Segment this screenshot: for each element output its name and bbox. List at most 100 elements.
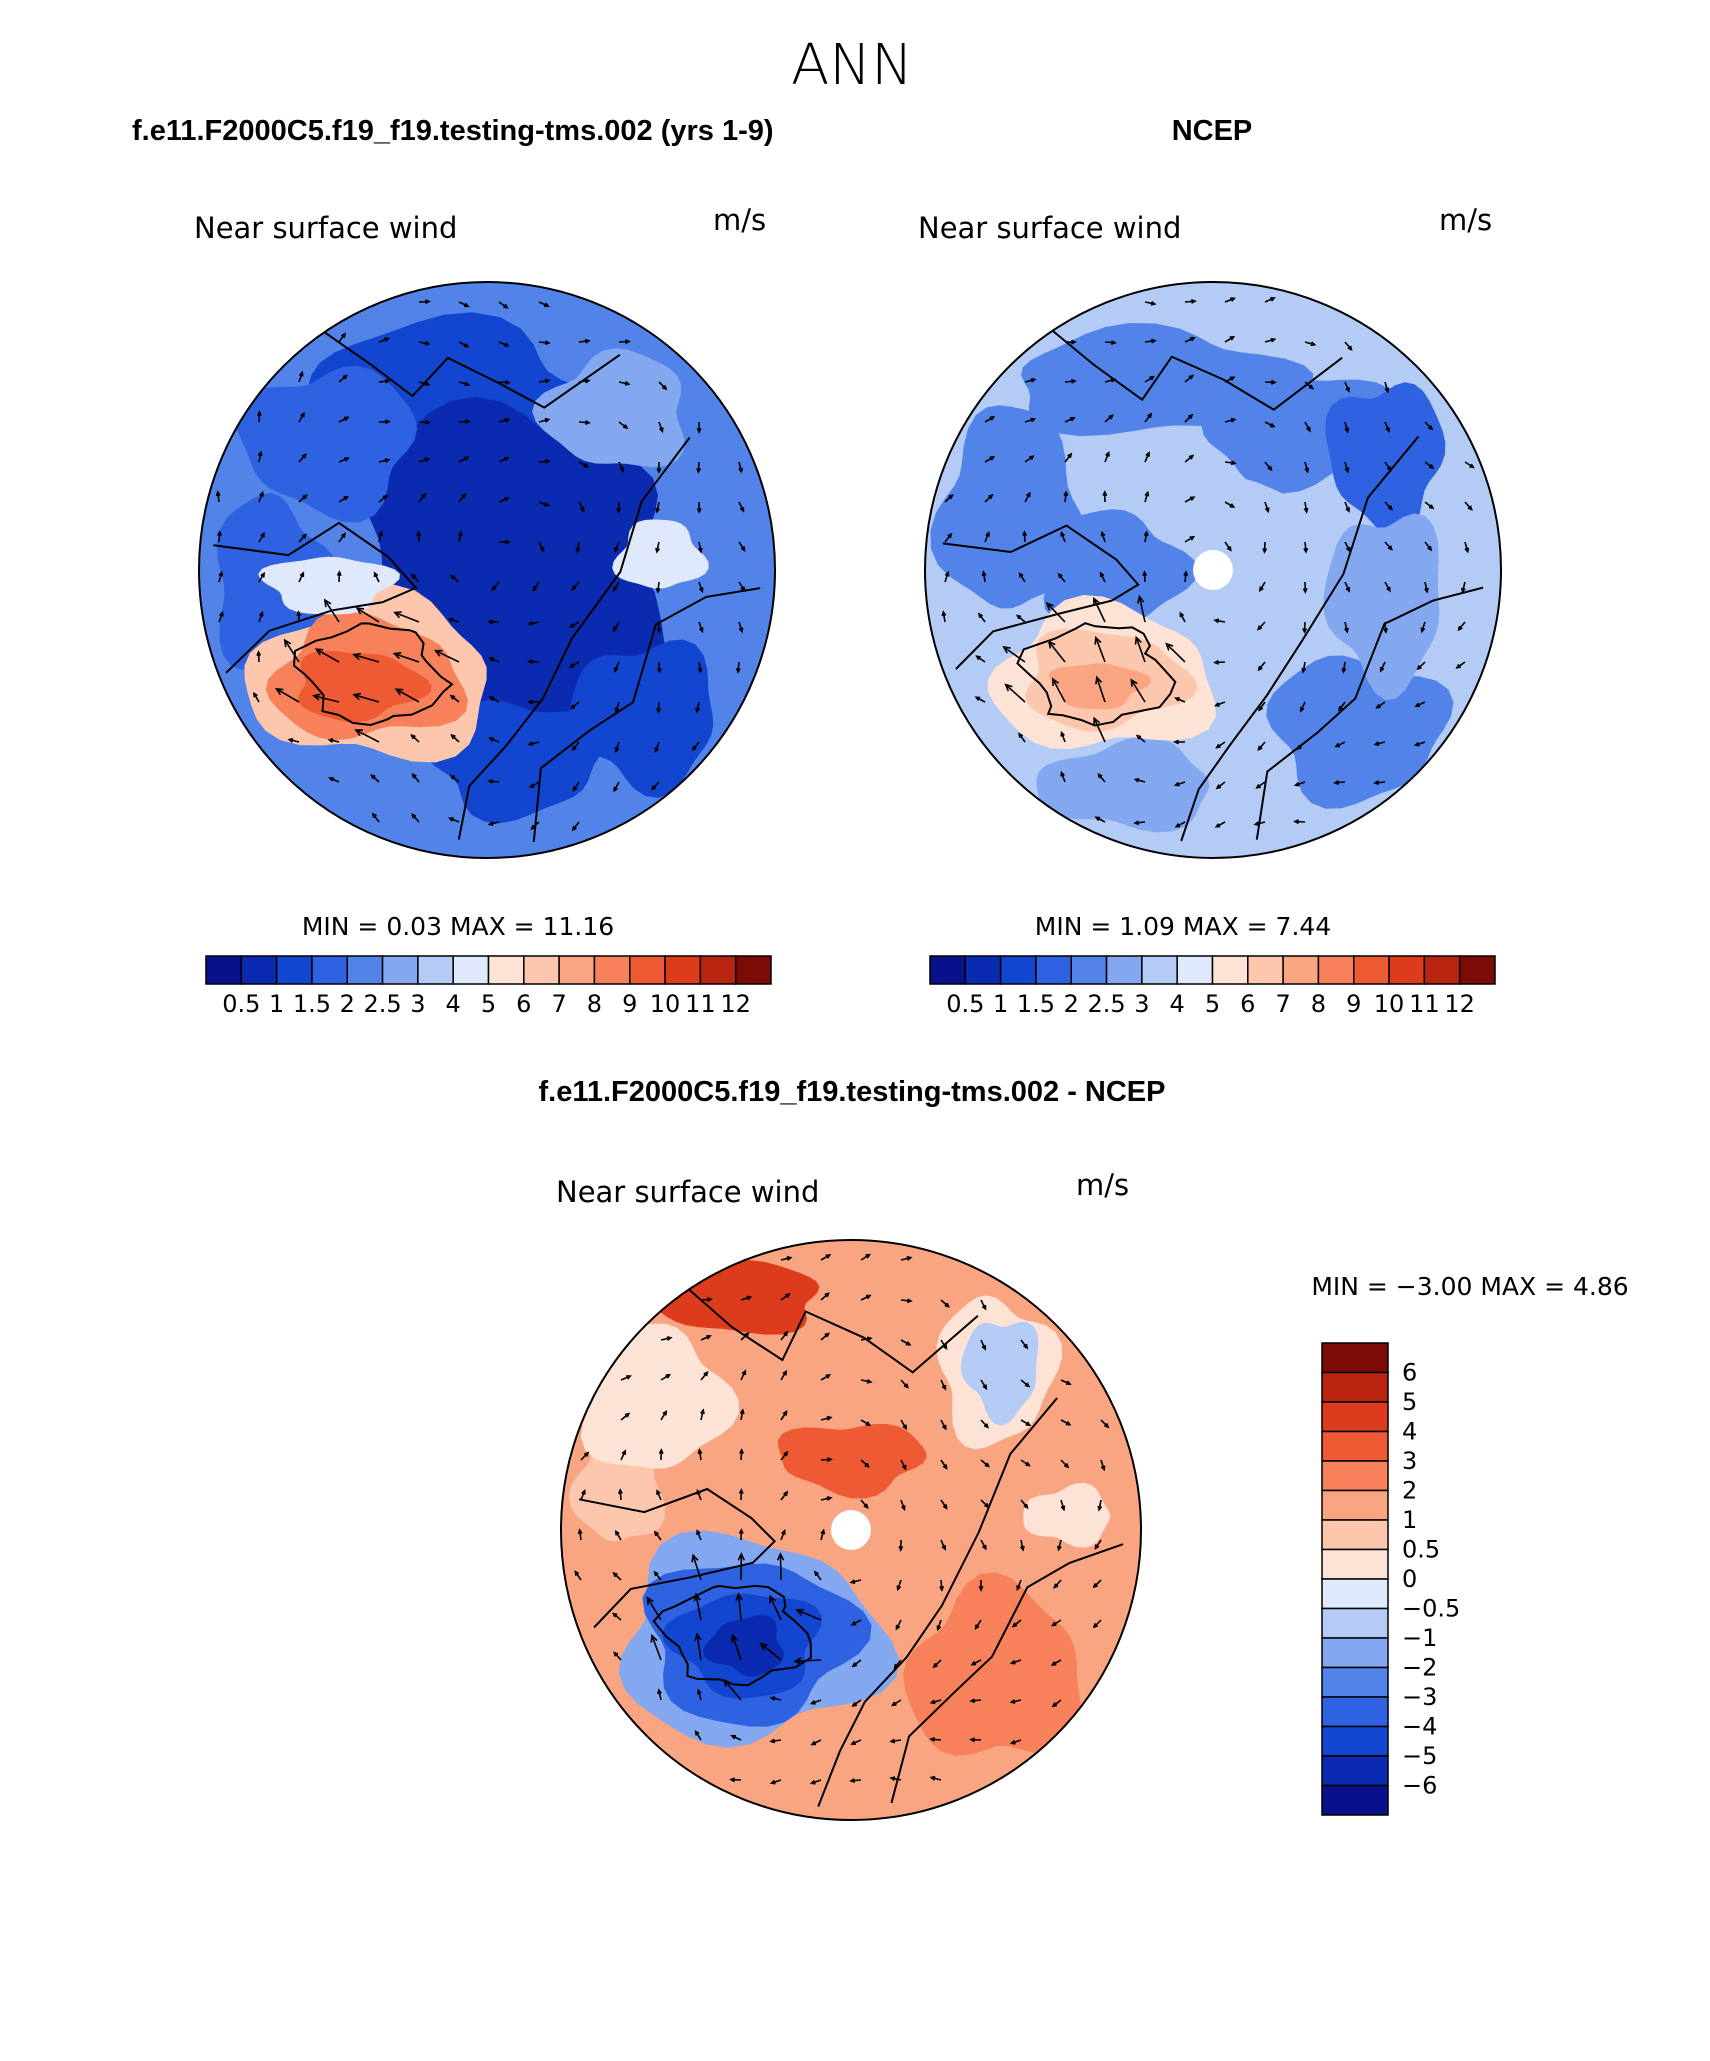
colorbar-tick-label: 10	[1374, 990, 1405, 1018]
colorbar-tick-label: 6	[516, 990, 531, 1018]
stats-text: MIN = −3.00 MAX = 4.86	[1311, 1272, 1628, 1301]
colorbar-tick-label: 2	[1064, 990, 1079, 1018]
polar-map	[198, 281, 776, 859]
units-label: m/s	[1076, 1168, 1129, 1202]
colorbar-box	[452, 955, 490, 985]
wind-vectors	[574, 1253, 1110, 1785]
colorbar-box	[1458, 955, 1496, 985]
panel-obs: NCEP Near surface wind m/s MIN = 1.09 MA…	[918, 115, 1502, 1018]
colorbar-box	[1321, 1430, 1389, 1462]
colorbar-box	[1105, 955, 1143, 985]
colorbar-tick-label: 1	[1402, 1506, 1417, 1534]
colorbar-tick-label: 2	[1402, 1477, 1417, 1505]
colorbar-box	[381, 955, 419, 985]
colorbar-tick-label: 2.5	[363, 990, 401, 1018]
colorbar-tick-label: 4	[1170, 990, 1185, 1018]
contour-region	[532, 348, 685, 467]
stats-text: MIN = 0.03 MAX = 11.16	[302, 912, 614, 941]
colorbar-box	[1321, 1371, 1389, 1403]
stats-text: MIN = 1.09 MAX = 7.44	[1035, 912, 1331, 941]
pole-hole	[831, 1510, 871, 1550]
colorbar-tick-label: 5	[1205, 990, 1220, 1018]
colorbar-box	[1070, 955, 1108, 985]
polar-map	[924, 281, 1502, 859]
colorbar-box	[734, 955, 772, 985]
colorbar-box	[1321, 1637, 1389, 1669]
contour-region	[234, 365, 418, 523]
colorbar-box	[1423, 955, 1461, 985]
colorbar-box	[417, 955, 454, 985]
colorbar-box	[1211, 955, 1249, 985]
colorbar-tick-label: 11	[685, 990, 716, 1018]
map-outline	[924, 281, 1502, 859]
colorbar-box	[593, 955, 631, 985]
colorbar-box	[999, 955, 1037, 985]
colorbar-box	[1035, 955, 1072, 985]
colorbar-tick-label: −1	[1402, 1624, 1437, 1652]
colorbar-tick-label: 0	[1402, 1565, 1417, 1593]
colorbar-tick-label: 0.5	[1402, 1536, 1440, 1564]
colorbar-box	[1388, 955, 1426, 985]
variable-label: Near surface wind	[918, 211, 1181, 245]
map-outline	[198, 281, 776, 859]
colorbar-tick-label: −6	[1402, 1772, 1437, 1800]
wind-vectors	[941, 297, 1475, 828]
colorbar-box	[1141, 955, 1178, 985]
colorbar-box	[275, 955, 313, 985]
colorbar: 0.5 1 1.5 2 2.5 3 4 5 6 7 8 9 10 11 12	[205, 955, 772, 1018]
colorbar-tick-label: 3	[1134, 990, 1149, 1018]
colorbar-box	[1321, 1725, 1389, 1757]
colorbar-tick-label: 6	[1402, 1359, 1417, 1387]
colorbar-box	[699, 955, 737, 985]
colorbar-box	[1321, 1666, 1389, 1698]
colorbar-tick-label: 8	[587, 990, 602, 1018]
colorbar-box	[558, 955, 596, 985]
contour-region	[1266, 655, 1454, 809]
contour-region	[1036, 736, 1210, 833]
colorbar-box	[1321, 1401, 1389, 1433]
colorbar-tick-label: 9	[622, 990, 637, 1018]
colorbar-box	[1321, 1696, 1389, 1728]
contour-region	[960, 1321, 1039, 1426]
colorbar-box	[1282, 955, 1320, 985]
contour-region	[903, 1572, 1082, 1756]
contour-region	[778, 1424, 927, 1499]
colorbar-tick-label: 1	[269, 990, 284, 1018]
colorbar-box	[1321, 1607, 1389, 1639]
colorbar-tick-label: 1.5	[1017, 990, 1055, 1018]
contour-region	[258, 556, 400, 615]
colorbar-tick-label: 8	[1311, 990, 1326, 1018]
colorbar-tick-label: 7	[1275, 990, 1290, 1018]
polar-map	[560, 1239, 1142, 1821]
panel-heading: f.e11.F2000C5.f19_f19.testing-tms.002 (y…	[132, 115, 774, 147]
colorbar-tick-label: −4	[1402, 1713, 1437, 1741]
colorbar-tick-label: 12	[1444, 990, 1475, 1018]
colorbar-box	[311, 955, 348, 985]
panel-heading: NCEP	[1172, 115, 1253, 147]
colorbar-box	[1321, 1342, 1389, 1374]
colorbar-box	[664, 955, 702, 985]
contour-region	[580, 1323, 739, 1469]
colorbar-box	[1247, 955, 1284, 985]
panel-model: f.e11.F2000C5.f19_f19.testing-tms.002 (y…	[132, 115, 776, 1018]
colorbar-tick-label: −3	[1402, 1683, 1437, 1711]
colorbar-tick-label: 12	[720, 990, 751, 1018]
colorbar-box	[205, 955, 243, 985]
colorbar-box	[1321, 1519, 1389, 1551]
colorbar-tick-label: 2	[340, 990, 355, 1018]
panel-diff: f.e11.F2000C5.f19_f19.testing-tms.002 - …	[539, 1076, 1629, 1821]
colorbar-box	[240, 955, 278, 985]
colorbar-box	[629, 955, 666, 985]
colorbar-tick-label: 0.5	[222, 990, 260, 1018]
colorbar-box	[1321, 1578, 1389, 1610]
colorbar-tick-label: 1	[993, 990, 1008, 1018]
colorbar-tick-label: 7	[551, 990, 566, 1018]
colorbar-box	[929, 955, 967, 985]
colorbar-tick-label: −0.5	[1402, 1595, 1460, 1623]
coastlines	[213, 326, 761, 842]
contour-region	[1023, 1482, 1111, 1548]
contour-region	[568, 639, 714, 798]
colorbar-box	[1176, 955, 1214, 985]
